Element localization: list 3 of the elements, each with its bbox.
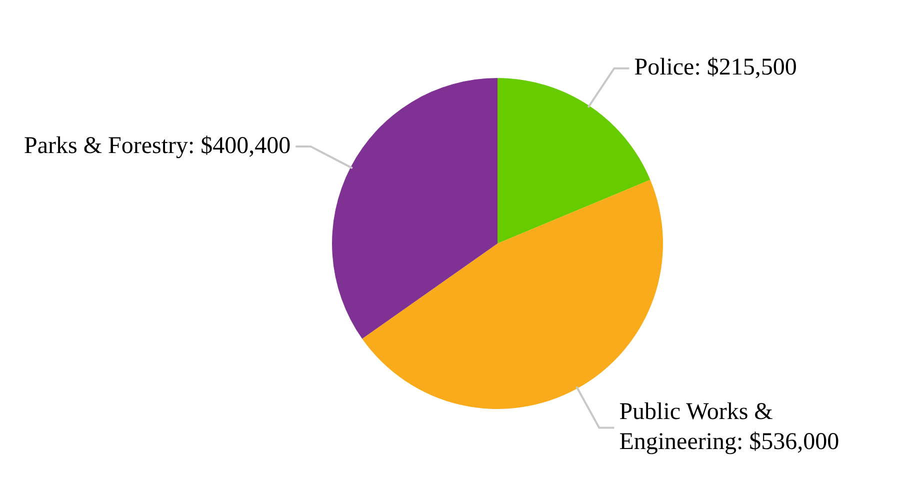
slice-label: Public Works & Engineering: $536,000 [619, 399, 840, 456]
slice-label: Parks & Forestry: $400,400 [24, 132, 291, 159]
slice-label: Police: $215,500 [634, 54, 797, 81]
